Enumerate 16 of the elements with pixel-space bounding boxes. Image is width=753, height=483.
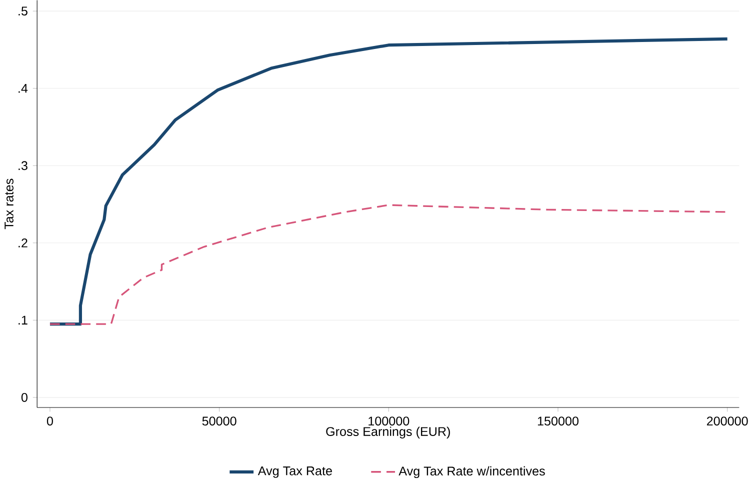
- y-tick-label: .4: [18, 84, 28, 93]
- y-tick-label: 0: [21, 392, 28, 402]
- x-tick-label: 50000: [202, 416, 236, 426]
- legend-label: Avg Tax Rate w/incentives: [398, 466, 545, 478]
- y-tick-label: .2: [18, 238, 28, 248]
- x-tick-label: 0: [46, 416, 53, 426]
- line-series: [48, 37, 729, 326]
- x-axis-title: Gross Earnings (EUR): [326, 426, 450, 438]
- y-tick-label: .1: [18, 316, 28, 324]
- y-axis-title: Tax rates: [4, 178, 14, 230]
- y-tick-label: .5: [18, 6, 28, 16]
- legend-label: Avg Tax Rate: [258, 466, 332, 478]
- y-tick-label: .3: [18, 161, 28, 170]
- x-tick-label: 100000: [368, 416, 410, 426]
- x-tick-label: 150000: [538, 416, 578, 426]
- x-tick-label: 200000: [706, 416, 748, 426]
